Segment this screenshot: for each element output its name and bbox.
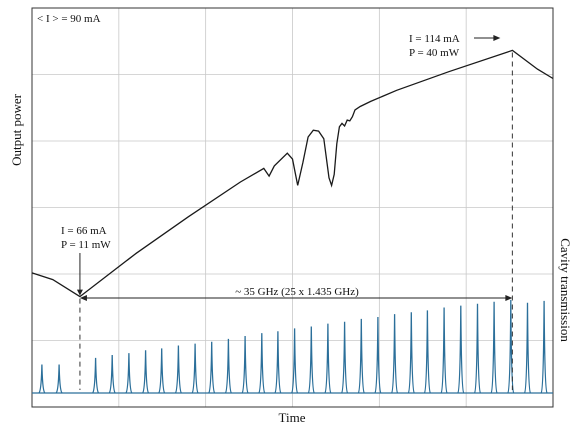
transmission-peak — [324, 323, 332, 394]
min-annotation-arrowhead — [76, 289, 83, 296]
transmission-peak — [174, 345, 182, 394]
transmission-peak — [258, 333, 266, 394]
transmission-peak — [423, 310, 432, 394]
cavity-transmission-series — [32, 299, 553, 394]
transmission-peak — [92, 357, 100, 394]
transmission-peak — [457, 305, 465, 394]
min-annotation-current: I = 66 mA — [61, 225, 107, 237]
span-arrowhead-left — [79, 295, 87, 301]
transmission-peak — [274, 331, 282, 394]
transmission-peak — [440, 307, 448, 394]
transmission-peak — [523, 302, 532, 394]
span-arrowhead-right — [505, 295, 513, 301]
transmission-peak — [241, 335, 249, 394]
transmission-peak — [142, 350, 150, 394]
plot-frame — [31, 7, 554, 408]
x-axis-label: Time — [279, 410, 306, 425]
y-axis-label-left: Output power — [9, 93, 24, 166]
transmission-peak — [490, 301, 498, 394]
transmission-peak — [374, 316, 382, 394]
max-annotation-arrowhead — [493, 35, 501, 41]
min-annotation-power: P = 11 mW — [61, 239, 111, 251]
span-annotation-label: ~ 35 GHz (25 x 1.435 GHz) — [235, 286, 359, 298]
transmission-peak — [390, 314, 399, 394]
transmission-peak — [158, 348, 166, 394]
grid — [32, 8, 553, 407]
transmission-peak — [507, 299, 515, 394]
transmission-peak — [55, 364, 63, 394]
transmission-peak — [224, 338, 232, 394]
transmission-peak — [125, 353, 133, 394]
output-power-series — [31, 49, 554, 298]
transmission-peak — [191, 343, 199, 394]
transmission-peak — [407, 312, 415, 394]
transmission-peak — [341, 321, 349, 394]
y-axis-label-right: Cavity transmission — [558, 238, 570, 342]
max-annotation-power: P = 40 mW — [409, 47, 460, 59]
transmission-peak — [473, 303, 482, 394]
transmission-peak — [540, 300, 548, 394]
transmission-peak — [38, 364, 46, 394]
max-annotation-current: I = 114 mA — [409, 33, 460, 45]
transmission-peak — [208, 341, 216, 394]
transmission-peak — [357, 318, 365, 394]
transmission-peak — [307, 326, 315, 394]
transmission-peak — [108, 354, 116, 394]
transmission-peak — [291, 328, 299, 394]
average-current-label: < I > = 90 mA — [37, 13, 101, 25]
